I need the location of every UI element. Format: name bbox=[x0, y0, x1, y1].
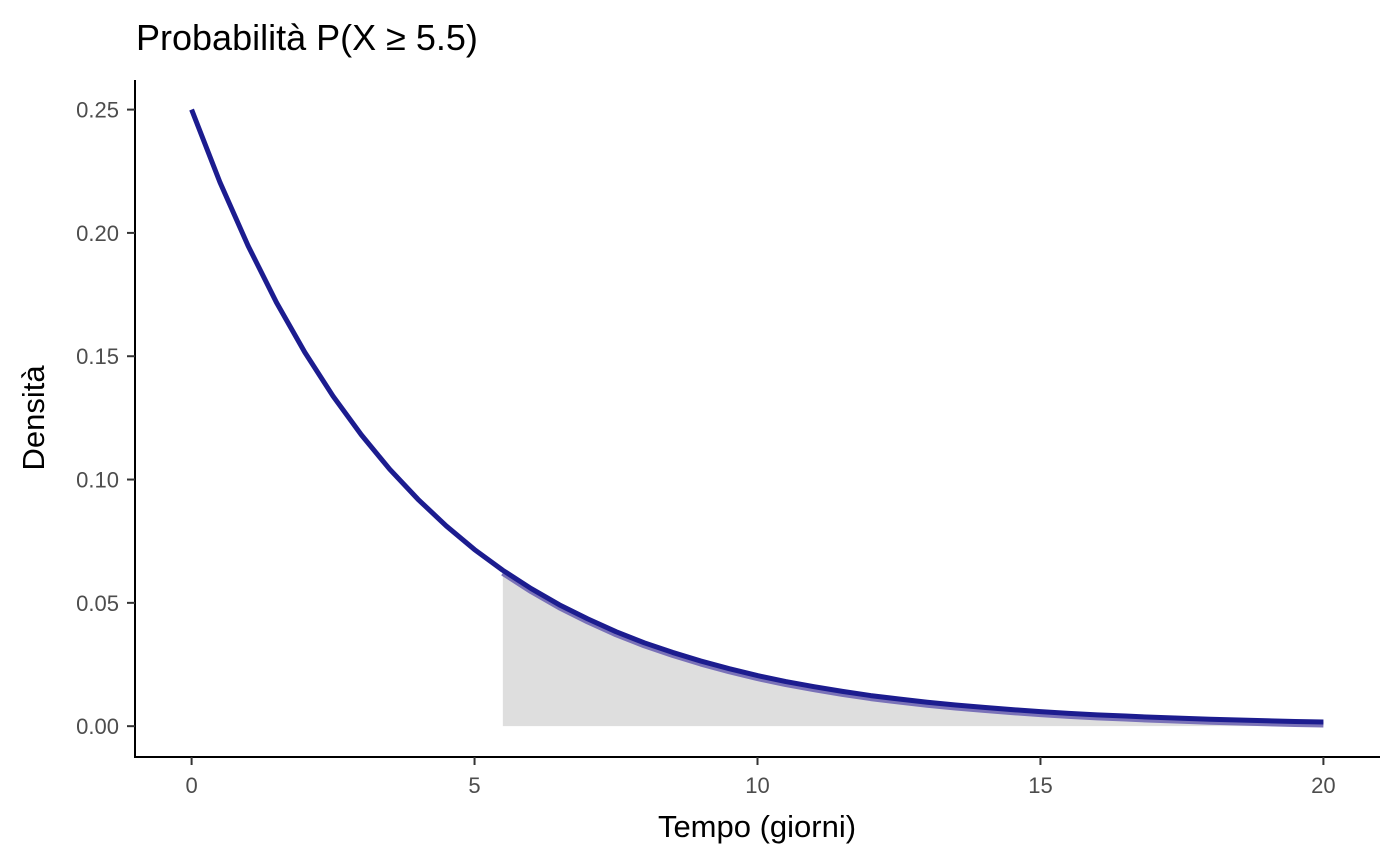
x-tick-label: 20 bbox=[1311, 773, 1335, 798]
x-tick-label: 0 bbox=[185, 773, 197, 798]
shaded-area bbox=[502, 570, 1324, 727]
plot-area bbox=[189, 108, 1324, 728]
y-axis-title: Densità bbox=[16, 365, 51, 471]
y-axis-ticks: 0.00 0.05 0.10 0.15 0.20 0.25 bbox=[76, 98, 135, 739]
y-tick-label: 0.20 bbox=[76, 221, 119, 246]
x-tick-label: 15 bbox=[1028, 773, 1052, 798]
y-tick-label: 0.25 bbox=[76, 98, 119, 123]
y-tick-label: 0.05 bbox=[76, 591, 119, 616]
density-curve bbox=[189, 108, 1324, 725]
y-tick-label: 0.10 bbox=[76, 468, 119, 493]
x-axis-ticks: 0 5 10 15 20 bbox=[185, 757, 1336, 798]
x-tick-label: 5 bbox=[468, 773, 480, 798]
x-axis-title: Tempo (giorni) bbox=[658, 809, 856, 844]
y-tick-label: 0.15 bbox=[76, 344, 119, 369]
x-tick-label: 10 bbox=[745, 773, 769, 798]
chart-title: Probabilità P(X ≥ 5.5) bbox=[136, 17, 478, 58]
y-tick-label: 0.00 bbox=[76, 714, 119, 739]
